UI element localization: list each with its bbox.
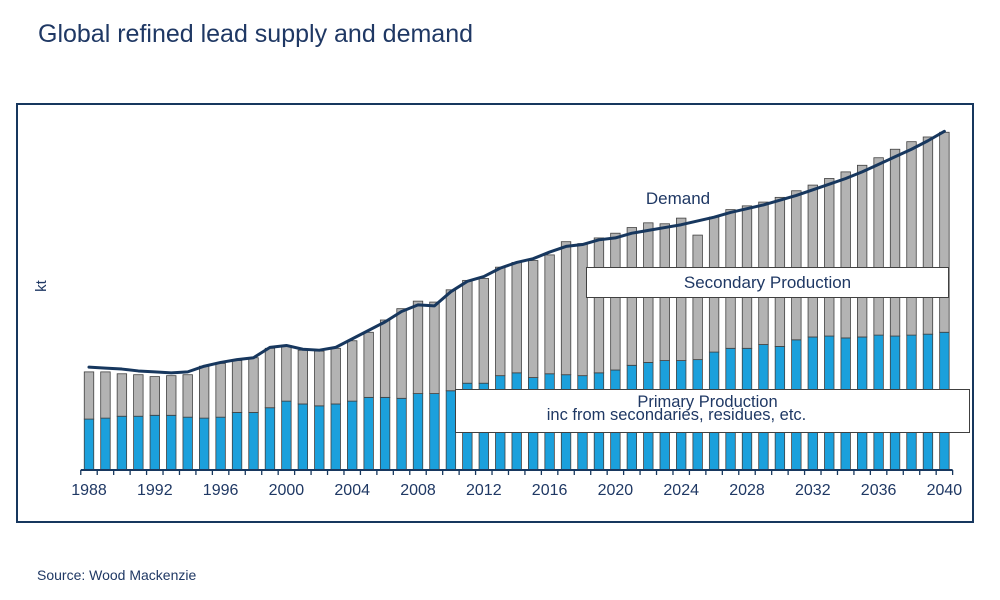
svg-text:2020: 2020: [598, 482, 634, 499]
svg-text:2000: 2000: [269, 482, 305, 499]
svg-text:2028: 2028: [729, 482, 765, 499]
svg-text:2024: 2024: [663, 482, 699, 499]
primary-production-sublabel: inc from secondaries, residues, etc.: [546, 406, 807, 424]
svg-text:1992: 1992: [137, 482, 173, 499]
svg-text:2040: 2040: [927, 482, 963, 499]
source-note: Source: Wood Mackenzie: [37, 567, 197, 583]
secondary-production-label: Secondary Production: [683, 272, 852, 292]
svg-text:2004: 2004: [334, 482, 370, 499]
svg-text:2008: 2008: [400, 482, 436, 499]
y-axis-label: kt: [33, 280, 50, 292]
svg-text:2036: 2036: [861, 482, 897, 499]
supply-demand-chart: 1988 1992 1996 2000 2004 2008 2012 2016 2020 2024…: [71, 129, 963, 499]
svg-text:2032: 2032: [795, 482, 831, 499]
svg-text:2012: 2012: [466, 482, 502, 499]
svg-text:2016: 2016: [532, 482, 568, 499]
secondary-production-label-box: Secondary Production: [586, 267, 949, 298]
primary-production-label-box: Primary Production inc from secondaries,…: [455, 389, 970, 433]
primary-production-label: Primary Production: [637, 393, 778, 411]
svg-text:1996: 1996: [203, 482, 239, 499]
demand-series-label: Demand: [645, 189, 711, 208]
chart-frame: 1988 1992 1996 2000 2004 2008 2012 2016 2020 2024…: [16, 103, 974, 523]
svg-text:1988: 1988: [71, 482, 107, 499]
page-title: Global refined lead supply and demand: [38, 20, 474, 48]
